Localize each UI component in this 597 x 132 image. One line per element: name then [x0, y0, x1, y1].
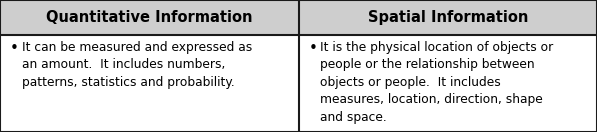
Text: Spatial Information: Spatial Information [368, 10, 528, 25]
Text: It is the physical location of objects or
people or the relationship between
obj: It is the physical location of objects o… [321, 41, 554, 124]
Text: Quantitative Information: Quantitative Information [46, 10, 253, 25]
Text: •: • [309, 41, 318, 56]
Text: It can be measured and expressed as
an amount.  It includes numbers,
patterns, s: It can be measured and expressed as an a… [22, 41, 253, 89]
Bar [0, 0, 298, 35]
Bar [298, 0, 597, 35]
Text: •: • [10, 41, 19, 56]
